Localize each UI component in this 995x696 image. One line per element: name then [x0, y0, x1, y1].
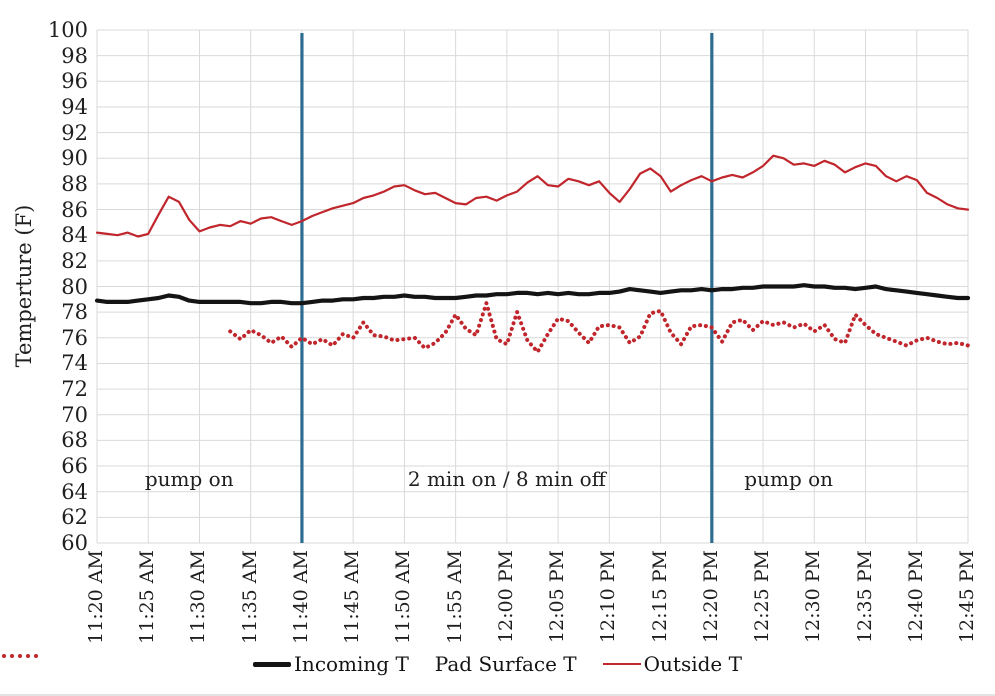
x-tick-label: 11:50 AM: [392, 550, 415, 644]
x-tick-label: 11:30 AM: [187, 550, 210, 644]
y-tick-label: 84: [61, 223, 88, 248]
x-tick-label: 12:45 PM: [956, 550, 978, 644]
legend-item-incoming: Incoming T: [253, 652, 409, 676]
y-tick-label: 94: [61, 94, 88, 119]
x-tick-label: 12:40 PM: [904, 550, 927, 644]
pad-surface-dots-swatch: [2, 654, 38, 658]
y-tick-label: 90: [61, 146, 88, 171]
annotation-cycle-mode: 2 min on / 8 min off: [407, 466, 606, 491]
incoming-line-swatch: [253, 661, 292, 667]
x-tick-label: 12:35 PM: [853, 550, 876, 644]
y-tick-label: 82: [61, 248, 88, 273]
y-tick-label: 62: [61, 505, 88, 530]
y-tick-label: 88: [61, 171, 88, 196]
x-tick-label: 12:15 PM: [648, 550, 671, 644]
gridlines: [96, 29, 969, 544]
legend-item-pad-surface: Pad Surface T: [2, 652, 577, 676]
x-tick-label: 12:30 PM: [802, 550, 825, 644]
legend-item-outside: Outside T: [602, 652, 742, 676]
series-pad-surface-t: [228, 301, 970, 354]
y-tick-label: 72: [61, 377, 88, 402]
x-tick-label: 12:10 PM: [597, 550, 620, 644]
pump-mode-marker-lines: [300, 33, 714, 543]
x-tick-label: 11:45 AM: [341, 550, 364, 644]
y-tick-label: 80: [61, 274, 88, 299]
x-tick-label: 11:20 AM: [85, 550, 107, 644]
x-tick-label: 12:05 PM: [546, 550, 569, 644]
y-tick-label: 76: [61, 325, 88, 350]
series-incoming-t: [94, 283, 971, 306]
y-tick-label: 74: [61, 351, 88, 376]
y-tick-label: 92: [61, 120, 88, 145]
y-tick-label: 86: [61, 197, 88, 222]
x-tick-label: 11:25 AM: [136, 550, 159, 644]
outside-line-swatch: [602, 663, 641, 665]
y-tick-label: 78: [61, 300, 88, 325]
y-tick-label: 66: [61, 454, 88, 479]
x-tick-label: 11:55 AM: [443, 550, 466, 644]
x-tick-label: 12:00 PM: [494, 550, 517, 644]
y-tick-label: 60: [61, 531, 88, 555]
x-tick-label: 11:40 AM: [289, 550, 312, 644]
legend-label-pad-surface: Pad Surface T: [434, 652, 577, 676]
y-tick-label: 98: [61, 43, 88, 68]
y-tick-label: 68: [61, 428, 88, 453]
y-tick-label: 64: [61, 479, 88, 504]
x-tick-label: 12:20 PM: [699, 550, 722, 644]
annotation-pump-on-left: pump on: [144, 466, 234, 491]
x-tick-label: 12:25 PM: [751, 550, 774, 644]
legend-label-incoming: Incoming T: [294, 652, 409, 676]
x-tick-label: 11:35 AM: [238, 550, 261, 644]
legend-label-outside: Outside T: [643, 652, 742, 676]
series-outside-t: [95, 154, 970, 238]
y-tick-label: 70: [61, 402, 88, 427]
y-tick-label: 100: [47, 18, 88, 42]
annotation-pump-on-right: pump on: [744, 466, 834, 491]
legend: Incoming T Pad Surface T Outside T: [0, 652, 995, 676]
y-tick-label: 96: [61, 69, 88, 94]
